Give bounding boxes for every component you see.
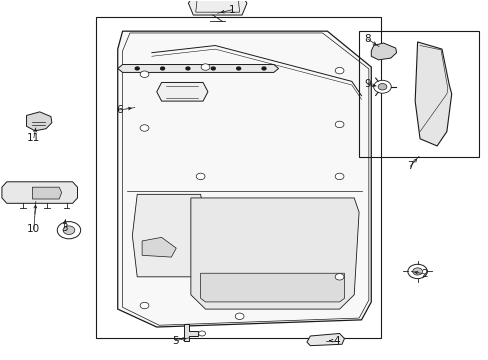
Polygon shape (132, 194, 207, 277)
Polygon shape (157, 82, 207, 101)
Text: 9: 9 (364, 79, 370, 89)
Circle shape (140, 71, 149, 77)
Text: 1: 1 (228, 5, 235, 15)
Circle shape (235, 313, 244, 319)
Polygon shape (200, 273, 344, 302)
Text: 4: 4 (333, 336, 340, 346)
Circle shape (412, 268, 422, 275)
Circle shape (196, 173, 204, 180)
Polygon shape (190, 198, 358, 309)
Circle shape (135, 67, 139, 70)
Bar (96, 17, 380, 338)
Circle shape (407, 264, 427, 279)
Circle shape (373, 80, 390, 93)
Text: 7: 7 (406, 161, 413, 171)
Circle shape (236, 67, 240, 70)
Polygon shape (2, 182, 77, 203)
Circle shape (211, 67, 215, 70)
Polygon shape (142, 237, 176, 257)
Polygon shape (118, 31, 370, 327)
Circle shape (160, 67, 164, 70)
Polygon shape (26, 112, 52, 131)
Circle shape (377, 84, 386, 90)
Circle shape (140, 302, 149, 309)
Text: 6: 6 (116, 105, 122, 115)
Circle shape (334, 121, 343, 128)
Circle shape (334, 173, 343, 180)
Circle shape (198, 331, 205, 336)
Text: 10: 10 (27, 225, 41, 234)
Polygon shape (306, 333, 344, 346)
Text: 3: 3 (61, 224, 67, 233)
Circle shape (185, 67, 189, 70)
Circle shape (334, 67, 343, 74)
Circle shape (140, 125, 149, 131)
Text: 11: 11 (27, 133, 41, 143)
Polygon shape (183, 324, 198, 341)
Bar (135, 56, 356, 160)
Polygon shape (370, 43, 396, 60)
Circle shape (262, 67, 265, 70)
Polygon shape (188, 0, 246, 15)
Polygon shape (32, 187, 61, 199)
Text: 5: 5 (172, 336, 178, 346)
Circle shape (334, 274, 343, 280)
Circle shape (201, 64, 209, 70)
Text: 2: 2 (421, 269, 427, 279)
Text: 8: 8 (364, 34, 370, 44)
Circle shape (63, 226, 75, 234)
Polygon shape (414, 42, 451, 146)
Bar (358, 31, 478, 157)
Polygon shape (118, 64, 278, 72)
Circle shape (57, 222, 81, 239)
